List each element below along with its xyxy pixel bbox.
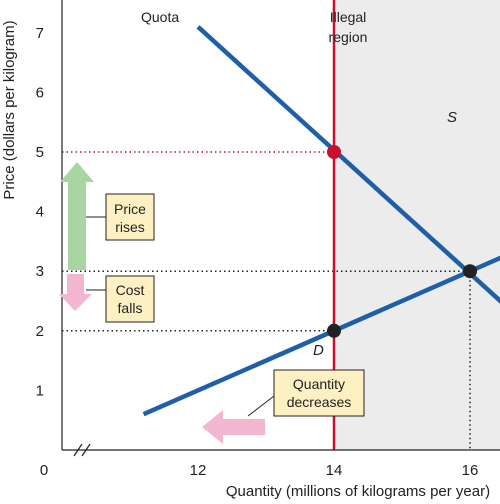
data-point [463, 264, 477, 279]
svg-text:decreases: decreases [287, 394, 352, 410]
quantity-decreases-callout: Quantity decreases [247, 369, 365, 417]
equilibrium-points [327, 145, 477, 338]
svg-text:rises: rises [115, 219, 145, 235]
y-tick-label: 6 [36, 84, 44, 101]
demand-curve [196, 25, 500, 304]
quantity-decreases-arrow [202, 410, 265, 444]
data-point [327, 145, 341, 159]
data-point [327, 323, 341, 338]
x-tick-label: 12 [190, 462, 207, 479]
y-tick-label: 2 [36, 323, 44, 340]
x-tick-label: 14 [326, 462, 343, 479]
y-tick-label: 1 [36, 382, 44, 399]
y-tick-label: 5 [36, 144, 44, 161]
supply-curve-label: S [447, 109, 457, 126]
price-rises-arrow [60, 162, 94, 270]
curves [142, 25, 500, 417]
cost-falls-arrow [59, 274, 92, 311]
price-rises-callout: Price rises [86, 193, 155, 241]
svg-text:Quantity: Quantity [293, 376, 345, 392]
quota-label: Quota [141, 9, 179, 25]
y-axis-title: Price (dollars per kilogram) [1, 20, 18, 199]
svg-text:Price: Price [114, 201, 146, 217]
illegal-label-line1: Illegal [330, 9, 367, 25]
supply-curve [142, 255, 500, 417]
tick-labels: 01214161820221234567 [36, 25, 479, 479]
cost-falls-callout: Cost falls [86, 275, 155, 323]
y-tick-label: 3 [36, 263, 44, 280]
y-tick-label: 7 [36, 25, 44, 42]
svg-text:falls: falls [118, 300, 143, 316]
x-tick-label: 0 [40, 462, 48, 479]
y-tick-label: 4 [36, 204, 44, 221]
axis-break [73, 443, 91, 457]
x-tick-label: 16 [462, 462, 479, 479]
illegal-label-line2: region [329, 29, 368, 45]
svg-text:Cost: Cost [116, 282, 145, 298]
demand-curve-label: D [313, 342, 324, 359]
guide-lines [62, 151, 471, 450]
x-axis-title: Quantity (millions of kilograms per year… [226, 483, 490, 500]
